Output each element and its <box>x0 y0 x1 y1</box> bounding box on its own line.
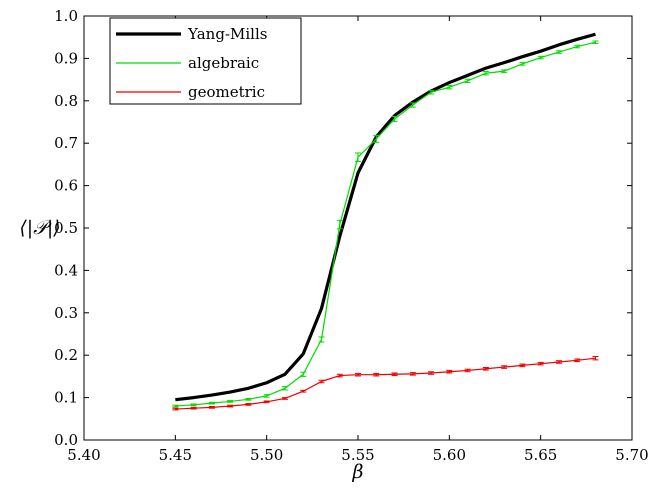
series-geometric <box>172 355 599 411</box>
x-tick-label: 5.55 <box>341 446 374 464</box>
error-bar <box>336 219 343 230</box>
legend-box <box>109 17 302 105</box>
error-bar <box>208 406 215 409</box>
x-tick-label: 5.45 <box>159 446 192 464</box>
x-axis-label: β <box>352 461 364 483</box>
error-bar <box>464 78 471 84</box>
error-bar <box>190 406 197 410</box>
error-bar <box>208 401 215 405</box>
y-tick-label: 0.0 <box>54 431 78 449</box>
error-bar <box>592 40 599 45</box>
error-bar <box>227 400 234 403</box>
y-tick-label: 0.7 <box>54 134 78 152</box>
y-tick-label: 0.6 <box>54 177 78 195</box>
legend-label: algebraic <box>188 54 259 72</box>
error-bar <box>446 369 453 374</box>
axis-ticks: 5.40 5.45 5.50 5.55 5.60 5.65 5.70 0.0 0.1 0.2 0.3… <box>54 7 649 464</box>
error-bar <box>409 372 416 376</box>
error-bar <box>263 400 270 404</box>
error-bar <box>482 366 489 371</box>
series-algebraic <box>172 40 599 408</box>
error-bar <box>519 363 526 368</box>
x-tick-label: 5.40 <box>67 446 100 464</box>
y-tick-label: 0.8 <box>54 92 78 110</box>
error-bar <box>428 90 435 95</box>
error-bar <box>190 403 197 407</box>
legend-label: geometric <box>188 83 265 101</box>
error-bar <box>574 358 581 363</box>
error-bar <box>428 371 435 375</box>
error-bar <box>245 403 252 406</box>
error-bar <box>373 135 380 143</box>
error-bar <box>355 152 361 162</box>
error-bar <box>245 397 252 401</box>
y-axis-label: ⟨|𝒫|⟩ <box>19 217 60 239</box>
series-line <box>175 32 596 402</box>
y-tick-label: 0.9 <box>54 49 78 67</box>
error-bar <box>318 379 325 384</box>
error-bar <box>318 336 325 343</box>
error-bar <box>336 373 343 378</box>
legend-label: Yang-Mills <box>187 25 267 43</box>
x-tick-label: 5.70 <box>615 446 648 464</box>
error-bar <box>482 71 489 76</box>
series-line <box>175 357 596 410</box>
plot-marks <box>172 32 599 411</box>
error-bar <box>555 360 562 364</box>
error-bar <box>373 372 380 377</box>
x-tick-label: 5.60 <box>433 446 466 464</box>
error-bar <box>281 397 288 400</box>
y-tick-label: 0.2 <box>54 346 78 364</box>
legend: Yang-Mills algebraic geometric <box>109 17 302 105</box>
error-bar <box>501 365 508 369</box>
error-bar <box>355 372 361 377</box>
error-bar <box>300 389 307 393</box>
error-bar <box>172 404 179 408</box>
error-bar <box>592 355 599 361</box>
y-tick-label: 0.4 <box>54 261 78 279</box>
series-line <box>175 41 596 407</box>
y-tick-label: 0.5 <box>54 219 78 237</box>
legend-item: Yang-Mills <box>116 25 267 43</box>
y-tick-label: 1.0 <box>54 7 78 25</box>
error-bar <box>446 85 453 90</box>
error-bar <box>574 44 581 49</box>
error-bar <box>281 386 288 391</box>
error-bar <box>537 361 544 366</box>
error-bar <box>300 371 307 377</box>
y-tick-label: 0.3 <box>54 304 78 322</box>
error-bar <box>537 55 544 60</box>
error-bar <box>263 394 270 398</box>
error-bar <box>391 372 398 377</box>
x-tick-label: 5.65 <box>524 446 557 464</box>
error-bar <box>172 407 179 411</box>
error-bar <box>501 69 508 73</box>
series-yang-mills <box>175 32 596 402</box>
error-bar <box>409 102 416 108</box>
error-bar <box>464 368 471 373</box>
error-bar <box>519 62 526 66</box>
x-tick-label: 5.50 <box>250 446 283 464</box>
error-bar <box>555 50 562 54</box>
legend-item: geometric <box>116 83 265 101</box>
error-bar <box>391 115 398 123</box>
legend-item: algebraic <box>116 54 259 72</box>
y-tick-label: 0.1 <box>54 389 78 407</box>
error-bar <box>227 404 234 408</box>
